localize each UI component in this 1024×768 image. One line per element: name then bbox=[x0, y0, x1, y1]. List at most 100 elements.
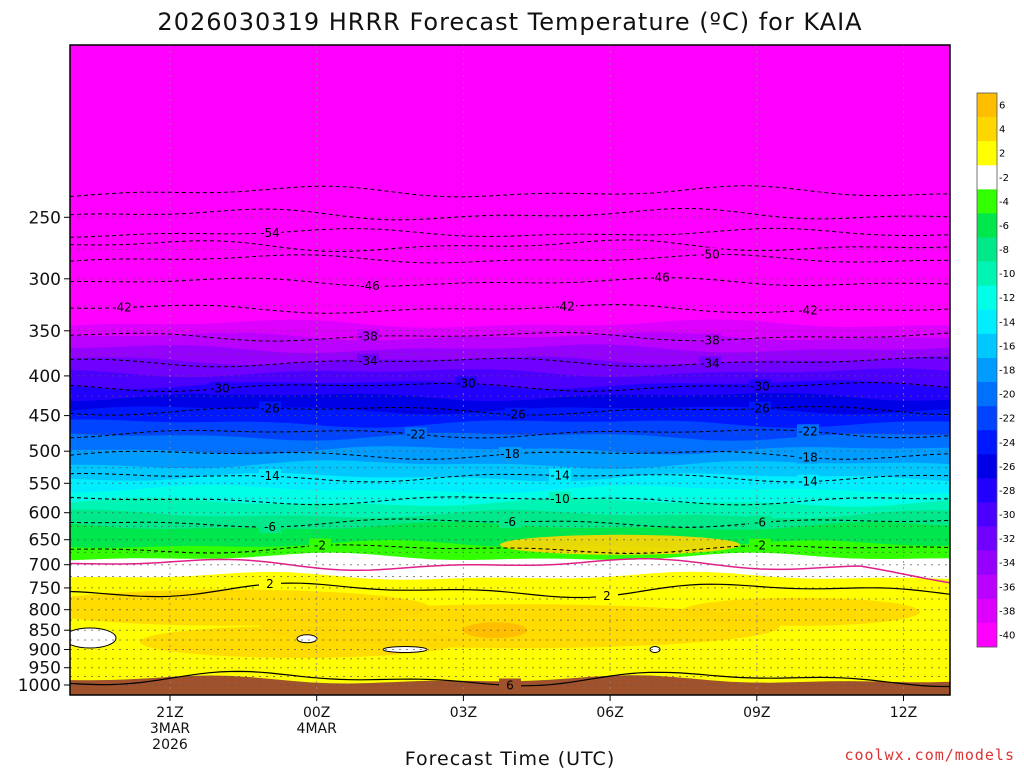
y-tick-label: 250 bbox=[29, 208, 61, 228]
isotherm-label-bg bbox=[749, 379, 771, 393]
colorbar-swatch bbox=[977, 237, 997, 262]
isotherm-label: -38 bbox=[700, 333, 720, 347]
chart-title: 2026030319 HRRR Forecast Temperature (ºC… bbox=[157, 8, 862, 36]
isotherm-label-bg bbox=[749, 401, 771, 415]
colorbar-swatch bbox=[977, 93, 997, 118]
cool-pocket bbox=[649, 646, 661, 653]
isotherm-label: 6 bbox=[506, 679, 514, 693]
isotherm-label: 2 bbox=[266, 577, 274, 591]
isotherm-label-bg bbox=[259, 576, 281, 590]
colorbar-label: -4 bbox=[999, 197, 1009, 208]
isotherm-label-bg bbox=[699, 333, 721, 347]
colorbar-label: -30 bbox=[999, 510, 1015, 521]
isotherm-label: -22 bbox=[406, 427, 426, 441]
colorbar-swatch bbox=[977, 406, 997, 431]
warm-core bbox=[463, 622, 527, 639]
isotherm-label: -18 bbox=[500, 447, 520, 461]
colorbar-label: 4 bbox=[999, 125, 1005, 136]
isotherm-label-bg bbox=[797, 424, 819, 438]
colorbar-label: -20 bbox=[999, 390, 1015, 401]
y-tick-label: 550 bbox=[29, 474, 61, 494]
colorbar-label: -38 bbox=[999, 606, 1015, 617]
y-tick-label: 850 bbox=[29, 621, 61, 641]
y-tick-label: 350 bbox=[29, 322, 61, 342]
isotherm-label: -26 bbox=[750, 402, 770, 416]
colorbar-swatch bbox=[977, 357, 997, 383]
colorbar-swatch bbox=[977, 502, 997, 527]
isotherm-label: -26 bbox=[260, 401, 280, 415]
isotherm-label-bg bbox=[797, 450, 819, 464]
cool-pocket bbox=[70, 627, 117, 649]
colorbar-frame bbox=[976, 92, 998, 648]
colorbar-label: -28 bbox=[999, 486, 1015, 497]
isotherm-label-bg bbox=[505, 407, 527, 421]
y-tick-label: 900 bbox=[29, 641, 61, 661]
x-tick-label: 12Z bbox=[890, 705, 917, 721]
isotherm-label-bg bbox=[549, 491, 571, 505]
isotherm-label: -42 bbox=[555, 300, 575, 314]
x-tick-label: 00Z bbox=[303, 705, 330, 721]
colorbar-swatch bbox=[977, 189, 997, 214]
isotherm-label-bg bbox=[699, 356, 721, 370]
colorbar-swatch bbox=[977, 309, 997, 335]
y-tick-label: 400 bbox=[29, 367, 61, 387]
isotherm-label-bg bbox=[357, 354, 379, 367]
colorbar-label: -6 bbox=[999, 221, 1009, 232]
isotherm-label-bg bbox=[749, 538, 771, 552]
colorbar-label: -10 bbox=[999, 269, 1015, 280]
cool-pocket bbox=[296, 634, 318, 644]
colorbar-swatch bbox=[977, 285, 997, 311]
isotherm-label-bg bbox=[259, 401, 281, 415]
colorbar-swatch bbox=[977, 117, 997, 142]
colorbar-label: -22 bbox=[999, 414, 1015, 425]
colorbar-swatch bbox=[977, 598, 997, 624]
y-axis: 2503003504004505005506006507007508008509… bbox=[18, 208, 70, 696]
x-tick-label: 09Z bbox=[743, 705, 770, 721]
warm-patch bbox=[500, 534, 740, 555]
isotherm-label-bg bbox=[749, 515, 771, 529]
isotherm-label: -46 bbox=[650, 271, 670, 285]
colorbar-label: -24 bbox=[999, 438, 1015, 449]
colorbar-label: -26 bbox=[999, 462, 1015, 473]
plot-area: -54 -50 -46 -46 -42 -42 -42 -38 -38 -34 -34 -30 -30 -… bbox=[70, 45, 950, 695]
colorbar-swatch bbox=[977, 454, 997, 479]
colorbar-swatch bbox=[977, 550, 997, 576]
isotherm-label-bg bbox=[549, 468, 571, 482]
isotherm-label: -22 bbox=[798, 424, 818, 438]
x-axis-title: Forecast Time (UTC) bbox=[405, 748, 615, 768]
x-tick-label: 3MAR bbox=[150, 721, 191, 737]
isotherm-label: -30 bbox=[210, 382, 230, 396]
y-tick-label: 600 bbox=[29, 504, 61, 524]
colorbar: 6 4 2 -2 -4 -6 -8 -10 -12 -14 -16 -18 -20 -22 -24 -26 -2… bbox=[976, 92, 1015, 648]
colorbar-swatch bbox=[977, 622, 997, 648]
isotherm-label: -14 bbox=[798, 475, 818, 489]
colorbar-label: -12 bbox=[999, 293, 1015, 304]
y-tick-label: 450 bbox=[29, 407, 61, 427]
colorbar-swatch bbox=[977, 382, 997, 407]
isotherm-label: -18 bbox=[798, 451, 818, 465]
colorbar-label: -32 bbox=[999, 534, 1015, 545]
credit-link[interactable]: coolwx.com/models bbox=[844, 746, 1015, 764]
plot-frame bbox=[69, 44, 951, 696]
freezing-line bbox=[70, 557, 950, 584]
isotherm-label-bg bbox=[357, 329, 379, 343]
colorbar-label: -36 bbox=[999, 582, 1015, 593]
isotherm-label: -34 bbox=[700, 356, 720, 370]
isotherm-label-bg bbox=[259, 520, 281, 533]
isotherm-line bbox=[70, 582, 950, 599]
isotherm-label-bg bbox=[649, 270, 671, 284]
y-tick-label: 700 bbox=[29, 556, 61, 576]
colorbar-label: 2 bbox=[999, 149, 1005, 160]
isotherm-label-bg bbox=[455, 376, 477, 390]
isotherm-label-bg bbox=[405, 427, 427, 441]
isotherm-label-bg bbox=[797, 303, 819, 317]
colorbar-swatch bbox=[977, 574, 997, 600]
isotherm-label-bg bbox=[309, 538, 331, 552]
isotherm-label: -26 bbox=[506, 408, 526, 422]
y-tick-label: 650 bbox=[29, 531, 61, 551]
warm-patch bbox=[680, 597, 920, 626]
isotherm-contours: -54 -50 -46 -46 -42 -42 -42 -38 -38 -34 -34 -30 -30 -… bbox=[70, 185, 950, 693]
isotherm-label: -42 bbox=[112, 301, 132, 315]
